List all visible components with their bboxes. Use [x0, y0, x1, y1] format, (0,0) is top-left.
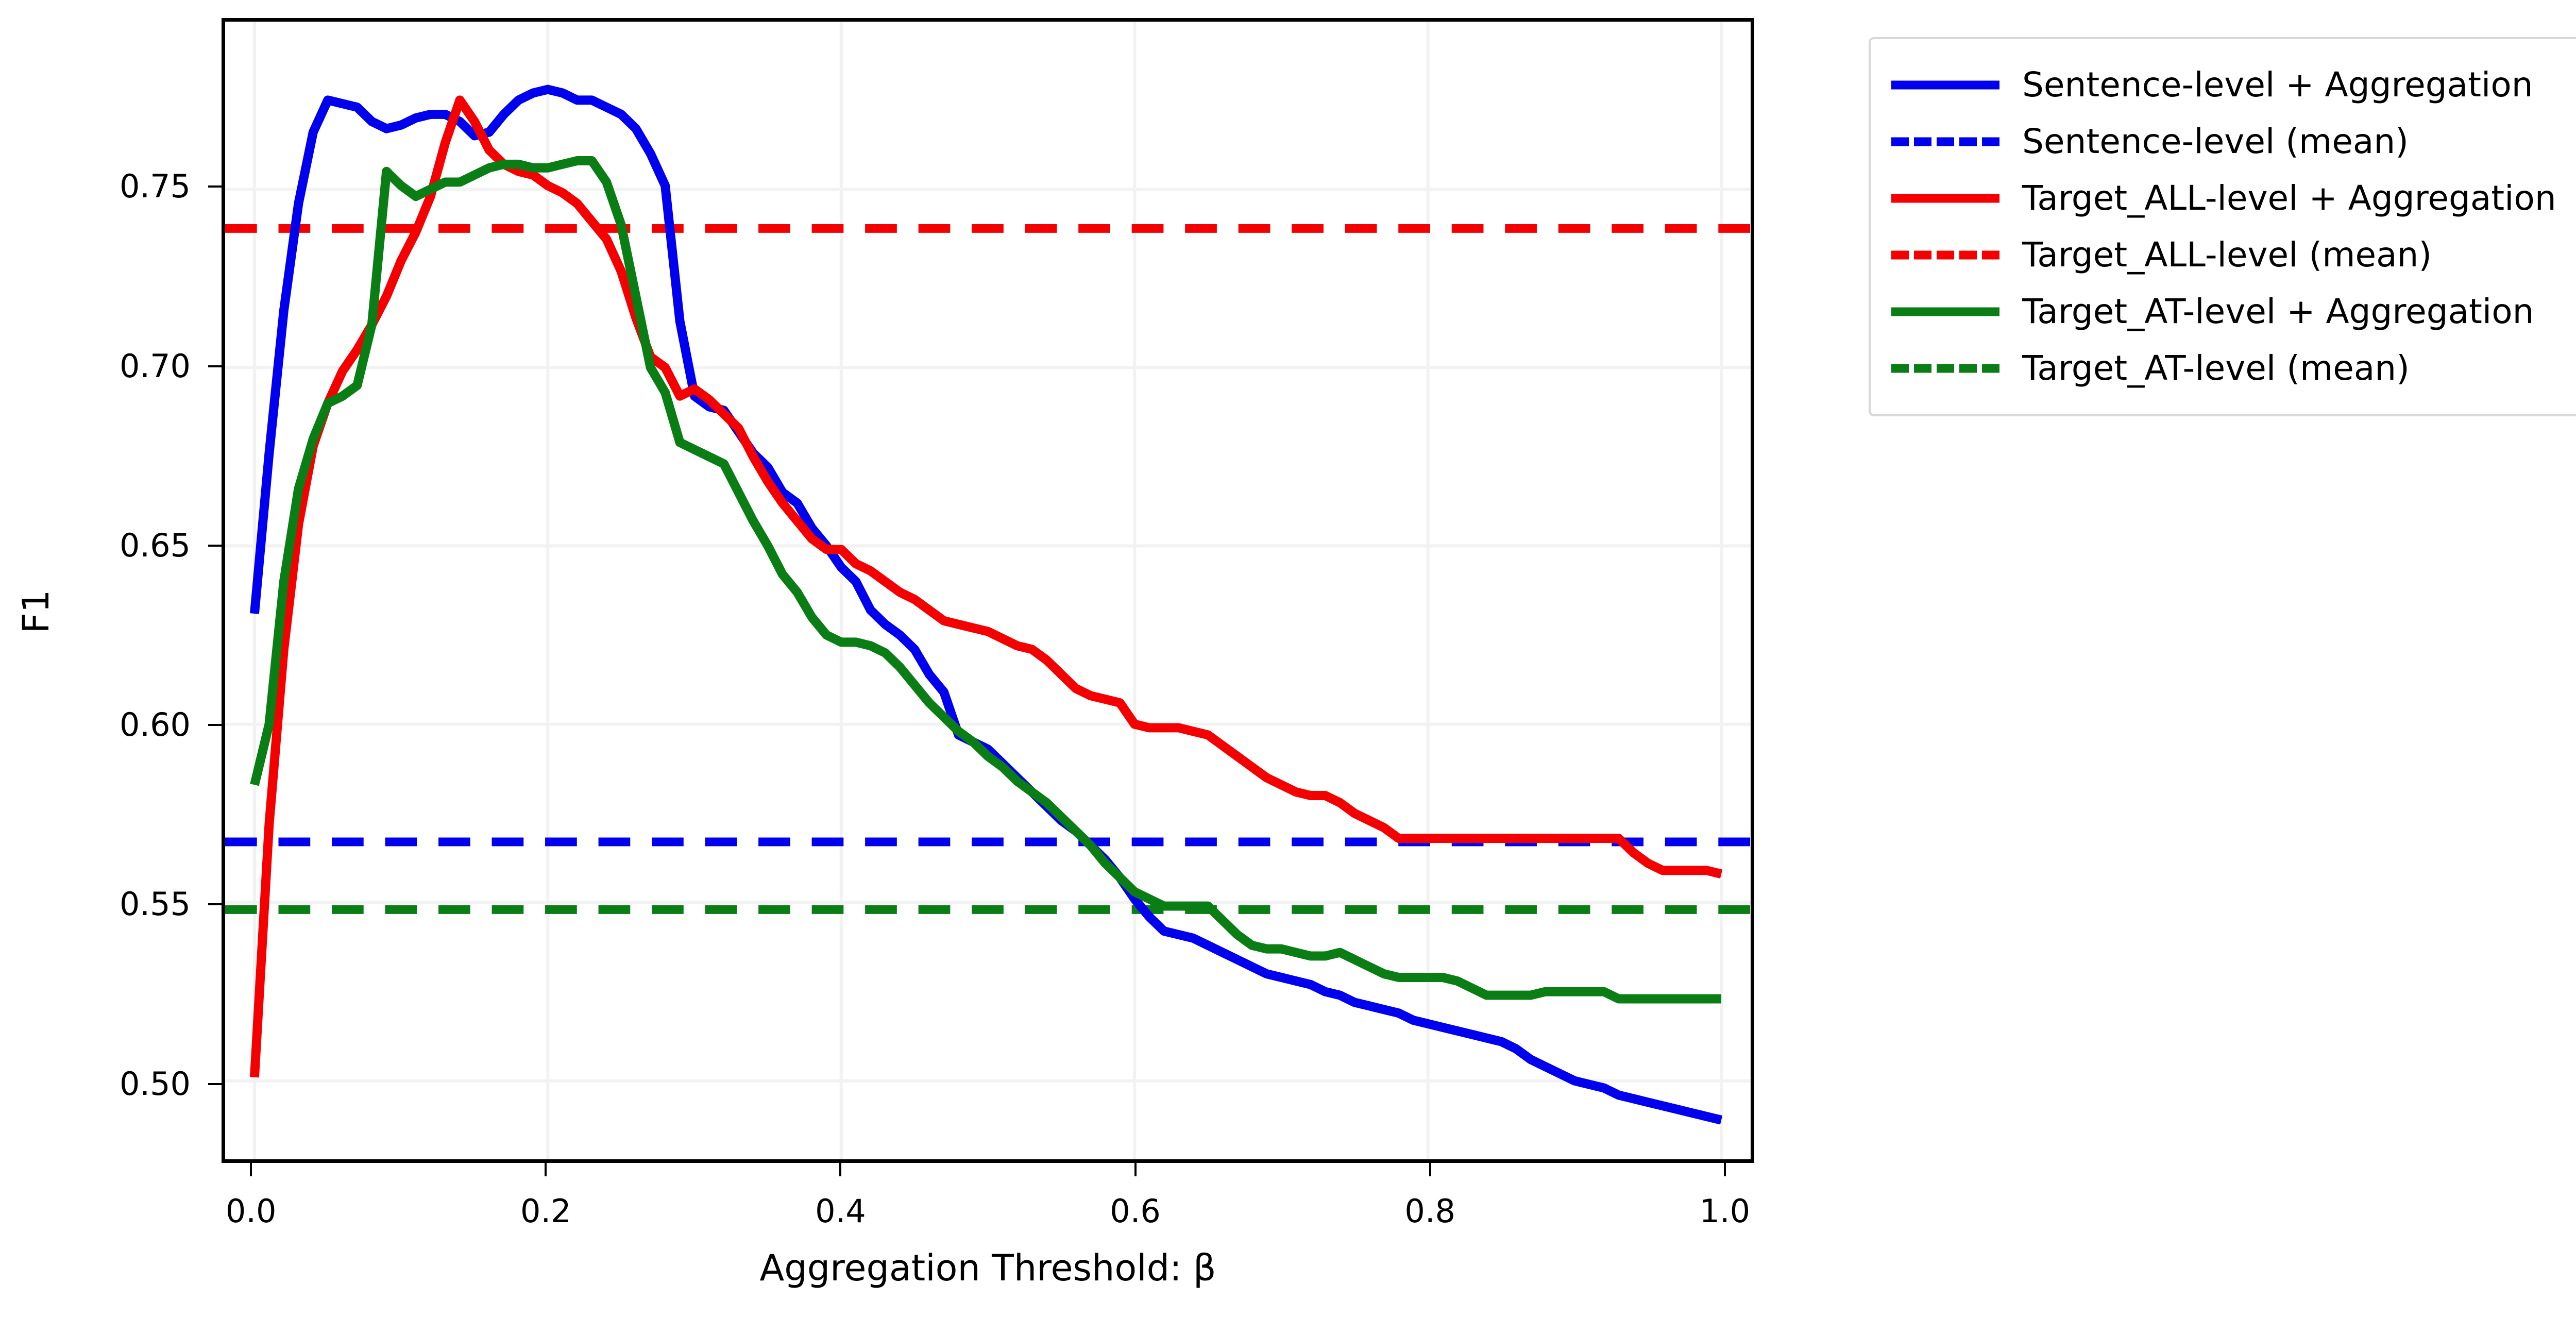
x-axis-tick-mark [1429, 1163, 1431, 1176]
legend-item-label: Target_ALL-level + Aggregation [2022, 178, 2556, 218]
series-line [250, 85, 1723, 1125]
x-axis-tick-labels: 0.0 0.2 0.4 0.6 0.8 1.0 [0, 1195, 2576, 1242]
data-series-layer [225, 85, 1751, 1125]
legend-swatch-bar [1891, 307, 1999, 316]
legend-swatch-bar [1891, 364, 1999, 373]
y-axis-tick-label: 0.50 [119, 1064, 191, 1103]
y-axis-tick-mark [208, 185, 222, 188]
x-axis-tick-label: 0.4 [815, 1192, 866, 1230]
legend-item-label: Sentence-level (mean) [2022, 122, 2409, 161]
legend-item-label: Target_ALL-level (mean) [2022, 235, 2432, 275]
legend-swatch-bar [1891, 250, 1999, 260]
x-axis-title: Aggregation Threshold: β [759, 1247, 1216, 1289]
y-axis-tick-mark [208, 724, 222, 726]
series-line [249, 95, 1723, 1078]
legend-swatch-bar [1891, 194, 1999, 203]
legend-item[interactable]: Target_ALL-level + Aggregation [1891, 170, 2576, 227]
legend-item-label: Target_AT-level (mean) [2022, 348, 2410, 388]
y-axis-tick-label: 0.65 [119, 526, 191, 564]
legend-solid-line-icon [1891, 304, 1999, 319]
legend-solid-line-icon [1891, 77, 1999, 93]
legend-item[interactable]: Target_ALL-level (mean) [1891, 227, 2576, 283]
x-axis-tick-mark [545, 1163, 547, 1176]
legend-item-label: Target_AT-level + Aggregation [2022, 292, 2534, 331]
y-axis-tick-label: 0.60 [119, 706, 191, 744]
x-axis-tick-mark [250, 1163, 252, 1176]
y-axis-tick-mark [208, 544, 222, 547]
y-axis-tick-label: 0.70 [119, 347, 191, 385]
x-axis-tick-label: 0.2 [520, 1192, 571, 1230]
y-axis-tick-labels: 0.50 0.55 0.60 0.65 0.70 0.75 [0, 0, 191, 1335]
legend-solid-line-icon [1891, 191, 1999, 206]
x-axis-tick-label: 0.0 [225, 1192, 277, 1230]
y-axis-tick-mark [208, 365, 222, 367]
legend-dashed-line-icon [1891, 247, 1999, 263]
plot-area [222, 18, 1754, 1163]
legend-item[interactable]: Sentence-level (mean) [1891, 113, 2576, 170]
legend-dashed-line-icon [1891, 361, 1999, 376]
x-axis-tick-mark [1134, 1163, 1137, 1176]
legend-item-label: Sentence-level + Aggregation [2022, 65, 2533, 105]
legend-swatch-bar [1891, 137, 1999, 146]
chart-legend: Sentence-level + Aggregation Sentence-lev… [1869, 37, 2576, 416]
series-line [250, 156, 1722, 1004]
y-axis-title: F1 [15, 589, 57, 634]
legend-item[interactable]: Target_AT-level (mean) [1891, 340, 2576, 397]
x-axis-tick-mark [1723, 1163, 1726, 1176]
legend-item[interactable]: Sentence-level + Aggregation [1891, 57, 2576, 113]
x-axis-tick-label: 0.6 [1110, 1192, 1161, 1230]
legend-swatch-bar [1891, 80, 1999, 90]
y-axis-tick-mark [208, 1083, 222, 1085]
y-axis-tick-label: 0.75 [119, 167, 191, 206]
legend-item[interactable]: Target_AT-level + Aggregation [1891, 283, 2576, 340]
x-axis-tick-mark [839, 1163, 842, 1176]
legend-dashed-line-icon [1891, 134, 1999, 149]
y-axis-tick-mark [208, 903, 222, 906]
x-axis-tick-label: 1.0 [1699, 1192, 1751, 1230]
x-axis-tick-label: 0.8 [1404, 1192, 1455, 1230]
y-axis-tick-label: 0.55 [119, 885, 191, 923]
